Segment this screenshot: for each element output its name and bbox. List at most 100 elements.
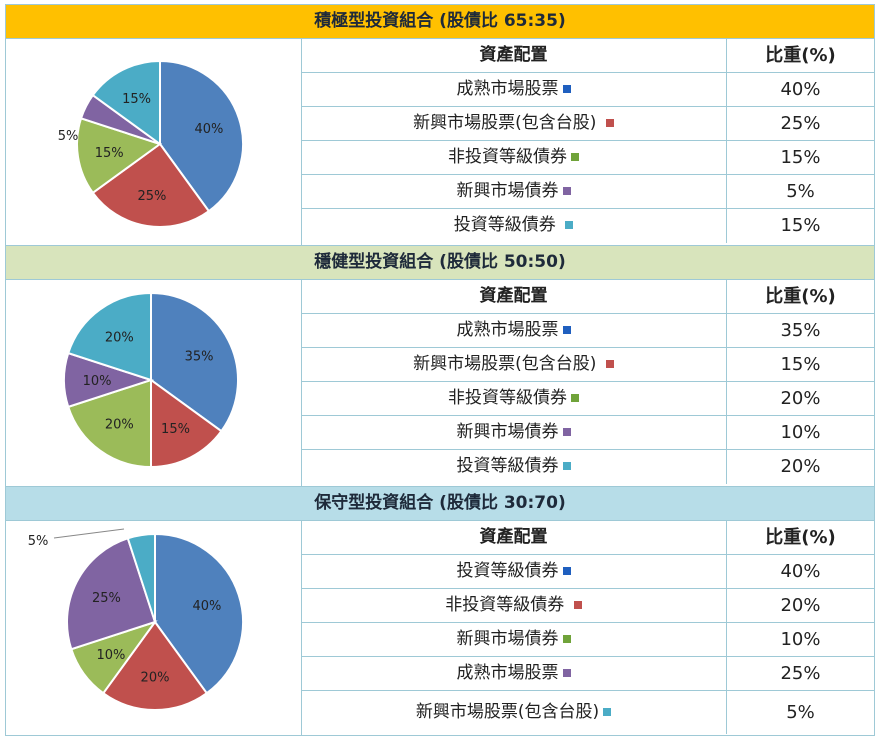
table-row: 投資等級債券 15% [301,209,874,243]
pie-data-label: 10% [96,648,125,663]
asset-name: 投資等級債券 [456,561,559,581]
asset-weight: 10% [780,629,821,650]
pie-slice [101,620,209,711]
portfolio-allocation-table: 積極型投資組合 (股債比 65:35) 40% 25% 15% 5% 15% 資產配置 … [5,4,875,736]
pie-cell: 40% 25% 15% 5% 15% [6,39,302,245]
table-row: 成熟市場股票 25% [301,657,874,691]
asset-weight: 20% [780,595,821,616]
pie-data-label: 20% [105,418,134,433]
asset-weight: 15% [780,215,821,236]
pie-data-label: 15% [95,146,124,161]
table-row: 成熟市場股票 40% [301,73,874,107]
header-asset: 資產配置 [301,39,727,72]
legend-marker [573,601,582,609]
asset-weight: 25% [780,663,821,684]
legend-marker [562,635,571,643]
legend-marker [605,119,614,127]
portfolio-title-aggressive: 積極型投資組合 (股債比 65:35) [6,5,874,39]
asset-name: 非投資等級債券 [445,595,570,615]
pie-slice [76,117,163,195]
pie-slice [66,291,152,382]
pie-chart-balanced: 35% 15% 20% 10% 20% [63,291,239,469]
pie-data-label: 20% [141,671,170,686]
table-row: 非投資等級債券 20% [301,382,874,416]
asset-weight: 5% [786,702,815,723]
pie-cell: 35% 15% 20% 10% 20% [6,280,302,486]
pie-data-label: 25% [137,189,166,204]
pie-data-label: 20% [105,330,134,345]
asset-name: 成熟市場股票 [456,320,559,340]
asset-name: 成熟市場股票 [456,79,559,99]
asset-weight: 35% [780,320,821,341]
table-row: 投資等級債券 20% [301,450,874,484]
asset-name: 投資等級債券 [453,215,562,235]
asset-weight: 5% [786,181,815,202]
asset-weight: 20% [780,456,821,477]
asset-name: 新興市場債券 [456,629,559,649]
pie-data-label: 5% [58,129,79,144]
pie-slice [91,59,161,146]
pie-chart-aggressive: 40% 25% 15% 5% 15% [58,59,244,228]
asset-name: 非投資等級債券 [448,147,567,167]
portfolio-section-balanced: 35% 15% 20% 10% 20% 資產配置 比重(%) 成熟市場股票 35% 新興市… [6,280,874,487]
legend-marker [562,428,571,436]
asset-weight: 40% [780,79,821,100]
table-row: 成熟市場股票 35% [301,314,874,348]
table-row: 新興市場股票(包含台股) 5% [301,691,874,734]
pie-data-label: 35% [185,350,214,365]
pie-data-label: 25% [92,591,121,606]
pie-slice [126,532,156,623]
pie-data-label: 15% [122,92,151,107]
asset-weight: 40% [780,561,821,582]
asset-name: 非投資等級債券 [448,388,567,408]
table-header-row: 資產配置 比重(%) [301,39,874,73]
asset-weight: 20% [780,388,821,409]
asset-name: 新興市場債券 [456,422,559,442]
pie-data-label: 5% [28,534,49,549]
legend-marker [562,669,571,677]
pie-slice [150,378,223,469]
allocation-table-aggressive: 資產配置 比重(%) 成熟市場股票 40% 新興市場股票(包含台股) 25% 非投… [301,39,874,245]
table-row: 非投資等級債券 15% [301,141,874,175]
pie-slice [154,532,244,695]
pie-data-label: 15% [161,422,190,437]
header-weight: 比重(%) [765,286,836,307]
asset-name: 新興市場股票(包含台股) [415,702,600,722]
portfolio-section-aggressive: 40% 25% 15% 5% 15% 資產配置 比重(%) 成熟市場股票 40% 新興市場… [6,39,874,246]
legend-marker [562,567,571,575]
pie-chart-conservative: 40% 20% 10% 25% 5% [28,528,244,711]
pie-slice [150,291,239,433]
asset-name: 新興市場股票(包含台股) [413,113,602,133]
table-row: 新興市場債券 5% [301,175,874,209]
asset-weight: 25% [780,113,821,134]
table-row: 新興市場債券 10% [301,416,874,450]
pie-slice [91,142,211,228]
legend-marker [603,708,612,716]
pie-data-label: 40% [192,599,221,614]
asset-name: 新興市場債券 [456,181,559,201]
allocation-table-conservative: 資產配置 比重(%) 投資等級債券 40% 非投資等級債券 20% 新興市場債券 1… [301,521,874,735]
legend-marker [565,221,574,229]
legend-marker [571,394,579,402]
table-header-row: 資產配置 比重(%) [301,521,874,555]
asset-name: 新興市場股票(包含台股) [413,354,602,374]
portfolio-title-balanced: 穩健型投資組合 (股債比 50:50) [6,246,874,280]
table-row: 投資等級債券 40% [301,555,874,589]
legend-marker [605,360,614,368]
legend-marker [562,326,571,334]
table-header-row: 資產配置 比重(%) [301,280,874,314]
asset-weight: 15% [780,354,821,375]
portfolio-section-conservative: 40% 20% 10% 25% 5% 資產配置 比重(%) 投資等級債券 40% 非投資等… [6,521,874,735]
table-row: 新興市場債券 10% [301,623,874,657]
header-weight: 比重(%) [765,527,836,548]
table-row: 非投資等級債券 20% [301,589,874,623]
allocation-table-balanced: 資產配置 比重(%) 成熟市場股票 35% 新興市場股票(包含台股) 15% 非投… [301,280,874,486]
header-asset: 資產配置 [301,280,727,313]
pie-data-label: 10% [83,374,112,389]
leader-line [53,528,125,539]
legend-marker [562,187,571,195]
table-row: 新興市場股票(包含台股) 25% [301,107,874,141]
portfolio-title-conservative: 保守型投資組合 (股債比 30:70) [6,487,874,521]
pie-cell: 40% 20% 10% 25% 5% [6,521,302,735]
table-row: 新興市場股票(包含台股) 15% [301,348,874,382]
